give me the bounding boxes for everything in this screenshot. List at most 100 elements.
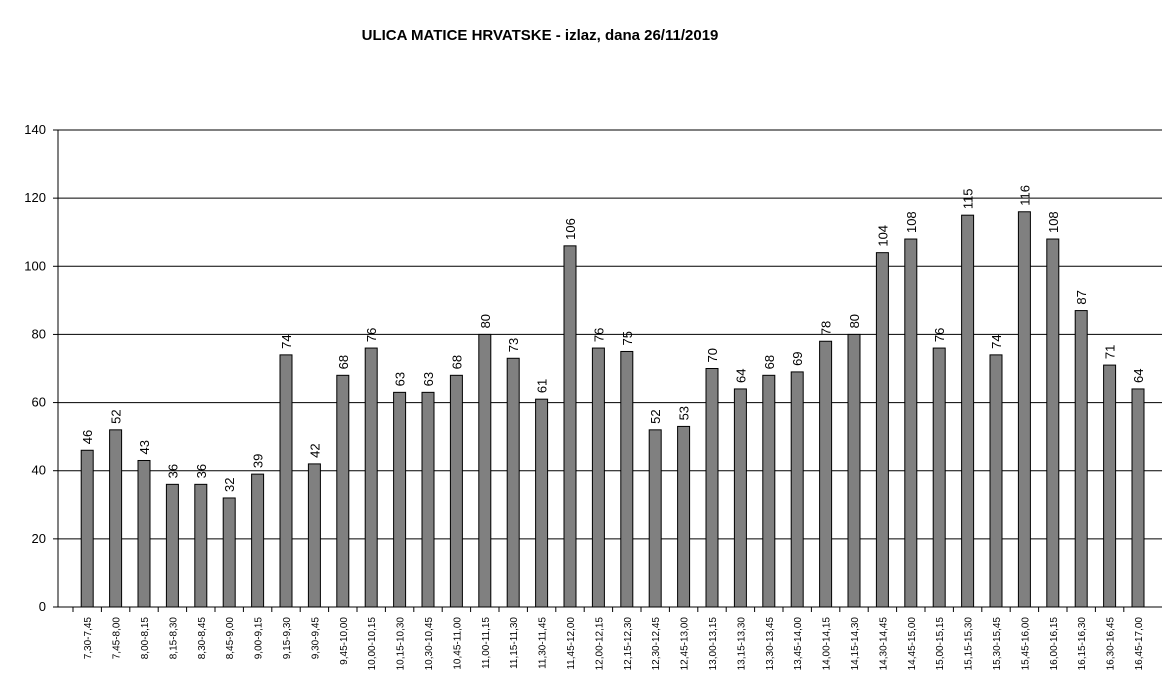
x-tick-label: 13,30-13,45 [765, 617, 776, 671]
bar [591, 347, 605, 608]
value-label: 80 [847, 314, 862, 328]
y-tick-label: 100 [24, 258, 46, 273]
bar [904, 238, 918, 608]
bar [251, 473, 265, 608]
value-label: 46 [80, 430, 95, 444]
bar [1131, 388, 1145, 608]
x-tick-label: 8,30-8,45 [197, 617, 208, 660]
x-tick-label: 12,45-13,00 [680, 617, 691, 671]
x-tick-label: 12,00-12,15 [594, 617, 605, 671]
x-tick-label: 11,15-11,30 [509, 617, 520, 669]
x-tick-label: 9,45-10,00 [339, 617, 350, 665]
x-tick-label: 13,15-13,30 [736, 617, 747, 671]
value-label: 53 [677, 406, 692, 420]
x-tick-label: 15,45-16,00 [1020, 617, 1031, 671]
value-label: 42 [307, 443, 322, 457]
bar [1017, 211, 1031, 608]
x-tick-label: 11,30-11,45 [538, 617, 549, 669]
x-tick-label: 12,15-12,30 [623, 617, 634, 671]
bar [620, 350, 634, 608]
value-label: 68 [336, 355, 351, 369]
value-label: 61 [535, 379, 550, 393]
x-tick-label: 7,45-8,00 [112, 617, 123, 660]
x-tick-label: 14,00-14,15 [822, 617, 833, 671]
value-label: 64 [733, 368, 748, 382]
bar [109, 429, 123, 608]
x-tick-label: 15,00-15,15 [935, 617, 946, 671]
x-tick-label: 12,30-12,45 [651, 617, 662, 671]
value-label: 70 [705, 348, 720, 362]
value-label: 78 [819, 321, 834, 335]
bar [478, 333, 492, 608]
bar [535, 398, 549, 608]
x-tick-label: 16,15-16,30 [1077, 617, 1088, 671]
value-label: 68 [449, 355, 464, 369]
value-label: 76 [932, 328, 947, 342]
bar [279, 354, 293, 608]
value-label: 116 [1017, 185, 1032, 206]
y-tick-label: 60 [32, 395, 46, 410]
x-tick-label: 16,30-16,45 [1106, 617, 1117, 671]
x-tick-label: 10,00-10,15 [367, 617, 378, 671]
x-tick-label: 8,00-8,15 [140, 617, 151, 660]
bar [1074, 310, 1088, 608]
value-label: 87 [1074, 290, 1089, 304]
value-label: 74 [989, 334, 1004, 348]
bar [677, 425, 691, 608]
bar [449, 374, 463, 608]
x-tick-label: 15,15-15,30 [964, 617, 975, 671]
x-tick-label: 10,15-10,30 [396, 617, 407, 671]
x-tick-label: 15,30-15,45 [992, 617, 1003, 671]
bar [80, 449, 94, 608]
value-label: 69 [790, 351, 805, 365]
y-tick-label: 80 [32, 326, 46, 341]
bar [648, 429, 662, 608]
value-label: 43 [137, 440, 152, 454]
x-tick-label: 11,45-12,00 [566, 617, 577, 670]
bar [762, 374, 776, 608]
bar [165, 483, 179, 608]
value-label: 76 [591, 328, 606, 342]
x-tick-label: 7,30-7,45 [83, 617, 94, 660]
bar [364, 347, 378, 608]
value-label: 76 [364, 328, 379, 342]
bar [1103, 364, 1117, 608]
bar [961, 214, 975, 608]
value-label: 52 [109, 409, 124, 423]
x-tick-label: 9,00-9,15 [254, 617, 265, 660]
bar [336, 374, 350, 608]
y-tick-label: 20 [32, 531, 46, 546]
value-label: 80 [478, 314, 493, 328]
value-label: 63 [393, 372, 408, 386]
value-label: 68 [762, 355, 777, 369]
value-label: 71 [1103, 345, 1118, 359]
bar [563, 245, 577, 608]
bar [307, 463, 321, 608]
chart-title: ULICA MATICE HRVATSKE - izlaz, dana 26/1… [362, 27, 719, 44]
x-tick-label: 13,45-14,00 [793, 617, 804, 671]
bar [847, 333, 861, 608]
x-tick-label: 9,30-9,45 [310, 617, 321, 660]
y-tick-label: 0 [39, 599, 46, 614]
x-tick-label: 14,45-15,00 [907, 617, 918, 671]
value-label: 64 [1131, 368, 1146, 382]
bar [1046, 238, 1060, 608]
value-label: 32 [222, 478, 237, 492]
value-label: 36 [165, 464, 180, 478]
x-tick-label: 10,30-10,45 [424, 617, 435, 671]
x-tick-label: 16,45-17,00 [1134, 617, 1145, 671]
value-label: 52 [648, 409, 663, 423]
y-tick-label: 140 [24, 122, 46, 137]
x-tick-label: 13,00-13,15 [708, 617, 719, 671]
bar [819, 340, 833, 608]
bar [393, 391, 407, 608]
x-tick-label: 11,00-11,15 [481, 617, 492, 669]
bar [194, 483, 208, 608]
y-tick-label: 40 [32, 463, 46, 478]
value-label: 106 [563, 218, 578, 240]
value-label: 115 [961, 188, 976, 209]
value-label: 36 [194, 464, 209, 478]
bar [875, 252, 889, 608]
